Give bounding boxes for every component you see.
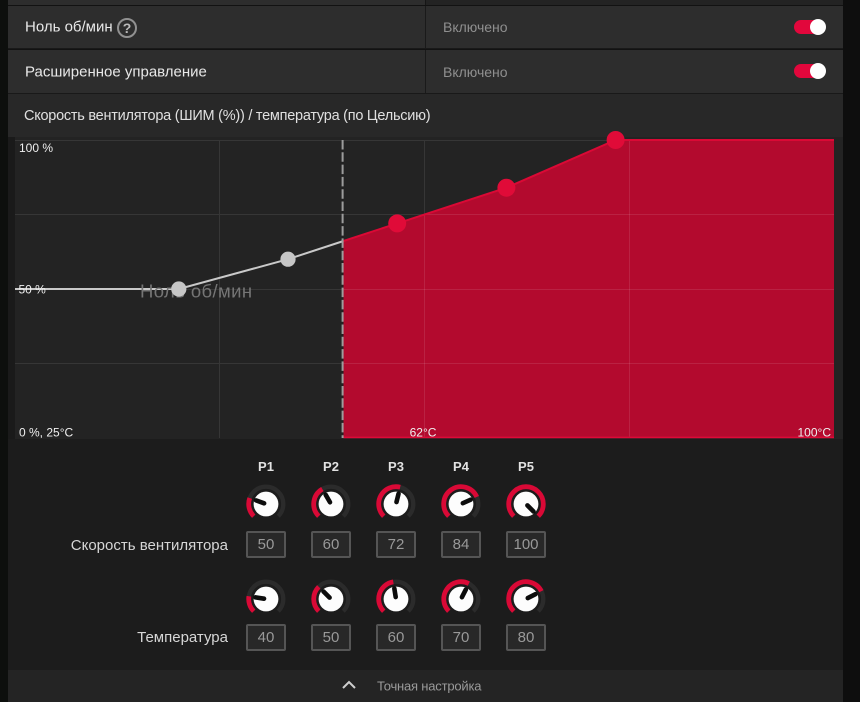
svg-text:50 %: 50 % (19, 283, 47, 297)
svg-text:Ноль об/мин: Ноль об/мин (140, 281, 253, 302)
svg-text:100 %: 100 % (19, 141, 53, 155)
svg-text:0 %, 25°C: 0 %, 25°C (19, 426, 73, 440)
svg-text:100°C: 100°C (798, 426, 832, 440)
svg-text:62°C: 62°C (410, 426, 437, 440)
